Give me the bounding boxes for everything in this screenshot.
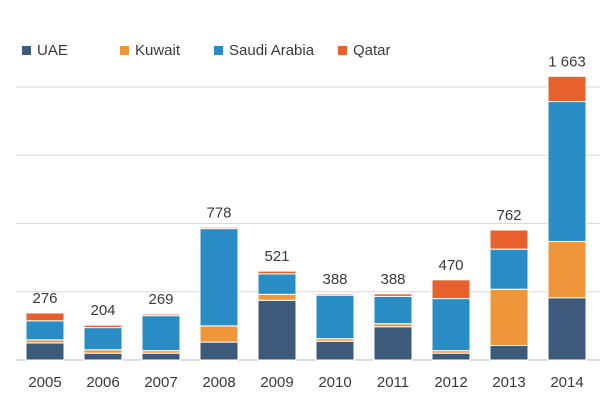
x-tick-label: 2013 xyxy=(492,374,525,391)
bar-segment xyxy=(373,326,413,361)
bar-segment xyxy=(489,229,529,250)
bar-segment xyxy=(315,293,355,296)
bar-segment xyxy=(257,270,297,275)
bar-segment xyxy=(199,226,239,230)
x-tick-label: 2009 xyxy=(260,374,293,391)
bar-segment xyxy=(547,75,587,103)
bar-segment xyxy=(141,352,181,361)
x-tick-label: 2008 xyxy=(202,374,235,391)
bar-segment xyxy=(489,345,529,361)
bar-segment xyxy=(373,295,413,325)
bar-segment xyxy=(83,324,123,329)
bar-segment xyxy=(83,327,123,351)
bar-segment xyxy=(431,279,471,300)
total-label: 388 xyxy=(322,271,347,288)
x-tick-label: 2007 xyxy=(144,374,177,391)
total-label: 762 xyxy=(496,207,521,224)
bar-segment xyxy=(257,299,297,361)
total-label: 470 xyxy=(438,257,463,274)
bar-segment xyxy=(315,340,355,361)
legend-swatch xyxy=(214,46,223,55)
bar-segment xyxy=(373,293,413,297)
bar-segment xyxy=(141,313,181,317)
bar-segment xyxy=(257,293,297,301)
legend-label: Kuwait xyxy=(135,42,181,59)
x-tick-label: 2014 xyxy=(550,374,583,391)
x-tick-label: 2005 xyxy=(28,374,61,391)
total-label: 778 xyxy=(206,204,231,221)
total-label: 1 663 xyxy=(548,53,586,70)
bar-segment xyxy=(547,240,587,299)
legend-swatch xyxy=(338,46,347,55)
bar-segment xyxy=(431,352,471,361)
bar-segment xyxy=(25,342,65,361)
total-label: 204 xyxy=(90,302,115,319)
bar-segment xyxy=(199,341,239,361)
bar-segment xyxy=(141,315,181,352)
legend-label: Saudi Arabia xyxy=(229,42,315,59)
x-tick-label: 2011 xyxy=(377,374,409,391)
bar-segment xyxy=(431,298,471,352)
bar-segment xyxy=(199,228,239,327)
total-label: 388 xyxy=(380,271,405,288)
bar-segment xyxy=(199,325,239,343)
legend-label: Qatar xyxy=(353,42,391,59)
total-label: 269 xyxy=(148,291,173,308)
bar-segment xyxy=(25,312,65,322)
bar-segment xyxy=(315,294,355,340)
bar-segment xyxy=(257,273,297,295)
bar-segment xyxy=(83,349,123,354)
bar-segment xyxy=(489,288,529,346)
legend-swatch xyxy=(22,46,31,55)
bar-segment xyxy=(547,297,587,361)
legend-label: UAE xyxy=(37,42,68,59)
bar-segment xyxy=(489,248,529,290)
bar-segment xyxy=(547,101,587,242)
total-label: 521 xyxy=(264,248,289,265)
x-tick-label: 2006 xyxy=(86,374,119,391)
x-tick-label: 2012 xyxy=(434,374,467,391)
total-label: 276 xyxy=(32,290,57,307)
x-tick-label: 2010 xyxy=(318,374,351,391)
bar-segment xyxy=(25,320,65,341)
legend-swatch xyxy=(120,46,129,55)
bar-segment xyxy=(83,352,123,361)
